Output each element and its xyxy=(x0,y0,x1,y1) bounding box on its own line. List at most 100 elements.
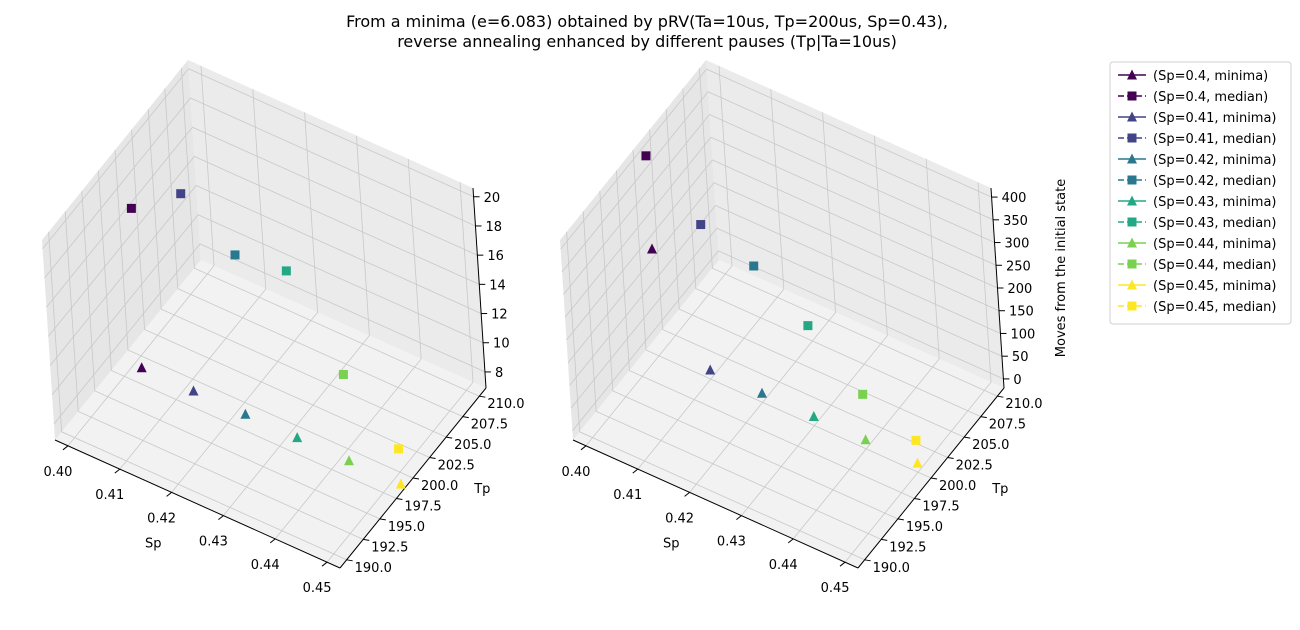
right-3d-plot: 0.40 0.41 0.42 0.43 0.44 0.45 190.0 192.5 195.0 1… xyxy=(560,60,1069,596)
x-gridline xyxy=(326,182,474,563)
minima-point xyxy=(860,434,871,445)
y-tick-label: 192.5 xyxy=(371,540,408,555)
legend-marker xyxy=(1127,217,1137,227)
median-point xyxy=(803,321,813,331)
z-gridline xyxy=(44,97,476,279)
x-tick xyxy=(269,538,276,544)
x-tick-label: 0.42 xyxy=(147,511,176,526)
back-wall-pane xyxy=(188,60,486,388)
z-gridline xyxy=(561,91,994,273)
minima-point xyxy=(705,364,716,375)
x-axis-line xyxy=(572,439,859,569)
z-tick-label: 50 xyxy=(1012,350,1029,365)
legend-label: (Sp=0.43, minima) xyxy=(1153,195,1277,210)
y-gridline xyxy=(699,68,998,397)
y-tick-label: 200.0 xyxy=(421,479,458,494)
chart-title-line1: From a minima (e=6.083) obtained by pRV(… xyxy=(346,12,948,31)
z-gridline xyxy=(560,68,992,250)
y-tick-label: 190.0 xyxy=(355,561,392,576)
y-tick xyxy=(964,436,971,439)
legend-marker xyxy=(1127,91,1137,101)
x-tick xyxy=(839,561,846,567)
minima-point xyxy=(912,457,923,468)
median-point xyxy=(338,369,348,379)
legend-label: (Sp=0.44, median) xyxy=(1153,258,1276,273)
legend-label: (Sp=0.42, minima) xyxy=(1153,153,1277,168)
minima-point xyxy=(395,478,406,489)
x-gridline xyxy=(119,89,267,470)
legend-marker xyxy=(1127,111,1137,122)
z-gridline xyxy=(566,159,998,341)
legend-label: (Sp=0.41, median) xyxy=(1153,132,1276,147)
legend-marker xyxy=(1127,195,1137,206)
z-tick-label: 8 xyxy=(495,366,503,381)
y-tick xyxy=(997,395,1004,398)
x-tick xyxy=(166,491,172,497)
z-tick-label: 350 xyxy=(1003,214,1028,229)
x-tick xyxy=(114,468,121,474)
z-tick-label: 250 xyxy=(1006,259,1031,274)
x-tick-label: 0.42 xyxy=(665,511,694,526)
x-tick-label: 0.40 xyxy=(43,465,72,480)
z-gridline xyxy=(46,126,478,308)
x-tick-label: 0.43 xyxy=(717,535,746,550)
x-tick xyxy=(736,515,742,521)
legend-marker xyxy=(1127,237,1137,248)
x-axis-label: Sp xyxy=(663,537,680,552)
x-tick xyxy=(321,561,328,567)
legend-marker xyxy=(1127,175,1137,185)
x-gridline xyxy=(792,158,940,540)
minima-point xyxy=(292,432,303,443)
y-tick-label: 210.0 xyxy=(487,397,524,412)
y-gridline xyxy=(665,109,965,438)
median-point xyxy=(176,189,186,199)
x-gridline xyxy=(67,65,215,447)
z-tick-label: 100 xyxy=(1010,327,1035,342)
y-tick xyxy=(897,518,904,521)
legend-label: (Sp=0.42, median) xyxy=(1153,174,1276,189)
median-point xyxy=(696,220,706,230)
median-point xyxy=(641,151,651,161)
x-axis-line xyxy=(54,439,341,569)
minima-point xyxy=(240,408,251,419)
legend-label: (Sp=0.43, median) xyxy=(1153,216,1276,231)
legend-label: (Sp=0.44, minima) xyxy=(1153,237,1277,252)
y-tick xyxy=(914,497,921,500)
y-tick xyxy=(346,559,353,562)
z-tick-label: 0 xyxy=(1013,373,1021,388)
y-gridline xyxy=(599,190,898,520)
z-tick-label: 10 xyxy=(493,337,510,352)
legend-label: (Sp=0.45, median) xyxy=(1153,300,1276,315)
y-axis-label: Tp xyxy=(473,482,490,497)
x-gridline xyxy=(171,112,319,493)
z-gridline xyxy=(563,114,995,295)
y-tick-label: 192.5 xyxy=(889,540,926,555)
median-point xyxy=(858,389,868,399)
minima-point xyxy=(647,243,657,254)
x-axis-label: Sp xyxy=(145,537,162,552)
z-tick-label: 18 xyxy=(485,220,502,235)
z-gridline xyxy=(42,68,474,250)
x-gridline xyxy=(585,65,733,447)
y-tick-label: 197.5 xyxy=(404,499,441,514)
z-tick-label: 400 xyxy=(1002,191,1027,206)
legend-frame xyxy=(1109,61,1292,325)
y-tick xyxy=(881,538,888,541)
y-tick xyxy=(412,477,420,480)
z-tick-label: 12 xyxy=(491,308,508,323)
z-gridline xyxy=(572,250,1004,432)
legend-label: (Sp=0.45, minima) xyxy=(1153,279,1277,294)
y-gridline xyxy=(616,170,915,499)
minima-point xyxy=(136,362,147,373)
x-tick-label: 0.43 xyxy=(199,535,228,550)
legend-marker xyxy=(1127,259,1137,269)
minima-point xyxy=(188,385,199,396)
y-tick xyxy=(363,538,370,541)
x-gridline xyxy=(274,158,422,540)
z-tick-label: 16 xyxy=(487,249,504,264)
legend: (Sp=0.4, minima) (Sp=0.4, median) (Sp=0.41… xyxy=(1109,61,1292,325)
x-gridline xyxy=(741,135,888,516)
z-tick-label: 200 xyxy=(1008,282,1033,297)
median-point xyxy=(911,435,921,445)
